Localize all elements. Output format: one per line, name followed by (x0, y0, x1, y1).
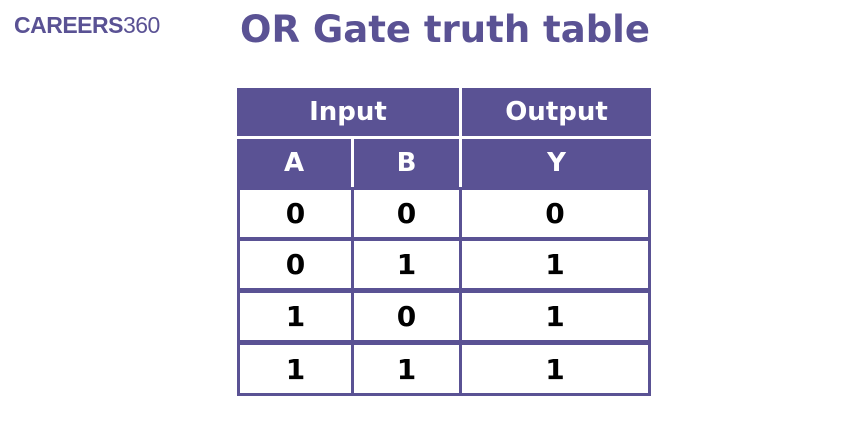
column-y: Y (462, 139, 651, 187)
header-output: Output (462, 88, 651, 136)
header-input: Input (237, 88, 459, 136)
column-a: A (237, 139, 351, 187)
table-cell: 1 (459, 238, 651, 291)
table-cell: 0 (237, 238, 354, 291)
page-title: OR Gate truth table (240, 8, 650, 51)
table-cell: 1 (351, 342, 462, 396)
column-b: B (354, 139, 459, 187)
table-cell: 1 (237, 342, 354, 396)
table-cell: 1 (459, 342, 651, 396)
table-cell: 0 (237, 187, 354, 240)
logo-light: 360 (122, 12, 160, 38)
careers360-logo: CAREERS360 (14, 12, 160, 39)
table-cell: 0 (351, 187, 462, 240)
table-cell: 0 (459, 187, 651, 240)
table-cell: 1 (351, 238, 462, 291)
logo-bold: CAREERS (14, 12, 123, 38)
table-cell: 1 (237, 290, 354, 343)
table-cell: 0 (351, 290, 462, 343)
table-cell: 1 (459, 290, 651, 343)
